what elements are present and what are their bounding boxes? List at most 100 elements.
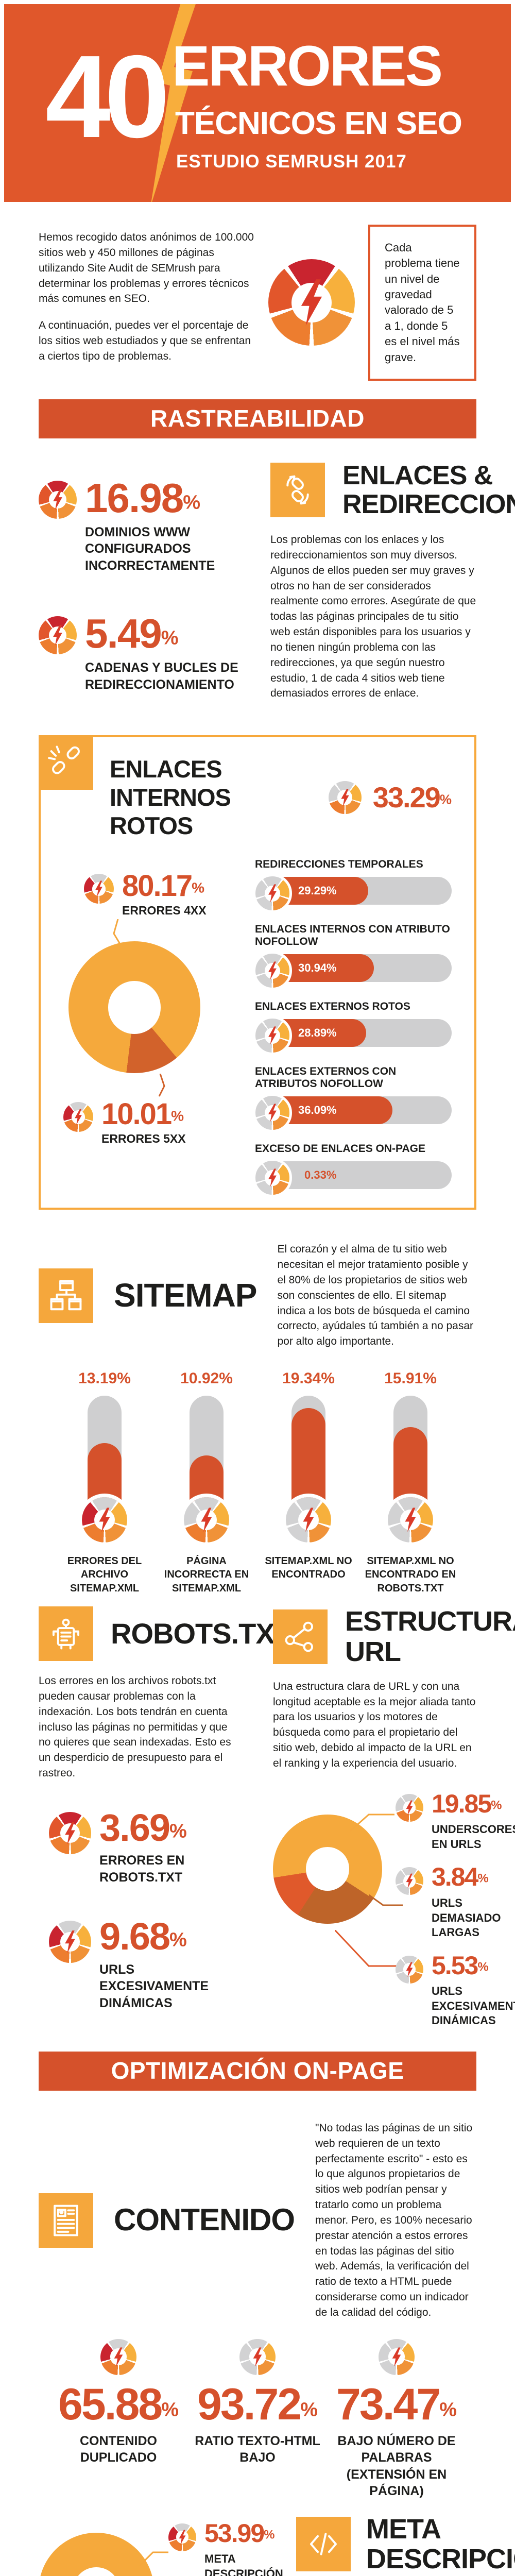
content-stats: 65.88% CONTENIDO DUPLICADO 93.72% RATIO … (0, 2324, 515, 2504)
percent-sign: % (300, 2399, 318, 2421)
stat-value: 3.69 (99, 1806, 170, 1849)
sitemap-title: SITEMAP (114, 1277, 257, 1314)
header-banner: 40 ERRORES TÉCNICOS EN SEO ESTUDIO SEMRU… (4, 4, 511, 202)
header-subtitle: TÉCNICOS EN SEO (175, 106, 462, 141)
severity-wheel-icon (39, 480, 77, 519)
bar-errores-sitemap: 13.19% ERRORES DEL ARCHIVO SITEMAP.XML (57, 1370, 152, 1595)
severity-wheel-icon (253, 1158, 292, 1198)
bar-track: 36.09% (253, 1093, 452, 1133)
percent-sign: % (171, 1108, 184, 1125)
bar-label: SITEMAP.XML NO ENCONTRADO (265, 1555, 352, 1581)
bar-value: 28.89% (298, 1026, 337, 1040)
content-icon-square (39, 2193, 93, 2248)
links-redirects-title: ENLACES & REDIRECCIONES (342, 460, 515, 520)
percent-sign: % (477, 1872, 489, 1886)
stat-value: 80.17 (122, 869, 193, 903)
severity-wheel-icon (49, 1921, 91, 1963)
section-banner-onpage: OPTIMIZACIÓN ON-PAGE (39, 2052, 476, 2091)
stat-urls-dinamicas-2: 5.53% URLS EXCESIVAMENTE DINÁMICAS (396, 1953, 515, 2028)
bar-sitemap-no-encontrado: 19.34% SITEMAP.XML NO ENCONTRADO (261, 1370, 356, 1595)
severity-wheel-icon (384, 1494, 437, 1547)
severity-wheel-icon (239, 2338, 276, 2375)
stat-label: UNDERSCORES EN URLS (432, 1823, 515, 1851)
broken-link-icon-square (39, 735, 93, 790)
donut-url-structure (273, 1814, 382, 1924)
stat-label: ERRORES 4XX (122, 904, 207, 918)
percent-sign: % (439, 792, 452, 808)
stat-dominios-www: 16.98% DOMINIOS WWW CONFIGURADOS INCORRE… (39, 477, 245, 574)
sitemap-section-header: SITEMAP El corazón y el alma de tu sitio… (0, 1227, 515, 1352)
url-structure-text: Una estructura clara de URL y con una lo… (273, 1680, 476, 1769)
stat-value: 73.47 (336, 2379, 441, 2429)
percent-sign: % (264, 2528, 275, 2542)
percent-sign: % (491, 1798, 502, 1812)
stat-errores-robots: 3.69% ERRORES EN ROBOTS.TXT (49, 1808, 242, 1886)
severity-wheel-icon (78, 1494, 131, 1547)
crawlability-row: 16.98% DOMINIOS WWW CONFIGURADOS INCORRE… (0, 454, 515, 718)
stat-urls-dinamicas: 9.68% URLS EXCESIVAMENTE DINÁMICAS (49, 1918, 242, 2011)
stat-label: RATIO TEXTO-HTML BAJO (195, 2433, 320, 2465)
content-title: CONTENIDO (114, 2202, 295, 2238)
severity-wheel-icon (268, 259, 355, 346)
lightning-bolt-art (151, 4, 196, 202)
broken-chain-icon (48, 745, 80, 774)
share-nodes-icon (285, 1621, 313, 1652)
severity-wheel-icon (253, 874, 292, 913)
severity-wheel-icon (396, 1867, 423, 1895)
chain-redirect-icon (286, 475, 309, 505)
bar-internos-nofollow: ENLACES INTERNOS CON ATRIBUTO NOFOLLOW 3… (253, 923, 452, 991)
bar-label: ENLACES EXTERNOS ROTOS (255, 1001, 410, 1013)
stat-cadenas-bucles: 5.49% CADENAS Y BUCLES DE REDIRECCIONAMI… (39, 611, 245, 693)
sitemap-icon-square (39, 1268, 93, 1323)
stat-ratio-texto-html: 93.72% RATIO TEXTO-HTML BAJO (188, 2338, 327, 2500)
stat-label: URLS EXCESIVAMENTE DINÁMICAS (432, 1985, 515, 2027)
bar-label: PÁGINA INCORRECTA EN SITEMAP.XML (164, 1555, 249, 1594)
robots-column: ROBOTS.TXT Los errores en los archivos r… (39, 1606, 292, 2029)
sitemap-bars: 13.19% ERRORES DEL ARCHIVO SITEMAP.XML 1… (0, 1352, 515, 1599)
robots-text: Los errores en los archivos robots.txt p… (39, 1675, 231, 1780)
stat-value: 93.72 (197, 2379, 302, 2429)
bar-label: SITEMAP.XML NO ENCONTRADO EN ROBOTS.TXT (365, 1555, 456, 1594)
leader-line (113, 919, 121, 945)
stat-bajo-numero-palabras: 73.47% BAJO NÚMERO DE PALABRAS (EXTENSIÓ… (327, 2338, 466, 2500)
bar-value: 36.09% (298, 1104, 337, 1117)
stat-value: 3.84 (432, 1862, 478, 1892)
bar-value: 10.92% (180, 1370, 233, 1387)
bar-label: ENLACES INTERNOS CON ATRIBUTO NOFOLLOW (255, 923, 450, 948)
intro-paragraph-1: Hemos recogido datos anónimos de 100.000… (39, 231, 254, 305)
severity-wheel-icon (379, 2338, 415, 2375)
bar-track: 28.89% (253, 1016, 452, 1056)
bar-externos-nofollow: ENLACES EXTERNOS CON ATRIBUTOS NOFOLLOW … (253, 1065, 452, 1133)
broken-links-bars: REDIRECCIONES TEMPORALES 29.29% ENLACES … (253, 853, 452, 1198)
sitemap-text: El corazón y el alma de tu sitio web nec… (277, 1243, 474, 1348)
stat-value: 10.01 (101, 1097, 172, 1131)
bar-sitemap-no-en-robots: 15.91% SITEMAP.XML NO ENCONTRADO EN ROBO… (363, 1370, 458, 1595)
severity-wheel-icon (328, 781, 362, 814)
response-errors-chart: 80.17% ERRORES 4XX 10.01% ERRORES 5XX (63, 853, 233, 1192)
broken-links-headline: ENLACES INTERNOS ROTOS 33.29% (110, 755, 452, 840)
stat-label: DOMINIOS WWW CONFIGURADOS INCORRECTAMENT… (85, 524, 215, 573)
bar-value: 19.34% (282, 1370, 335, 1387)
intro-text: Hemos recogido datos anónimos de 100.000… (39, 230, 255, 376)
stat-underscores: 19.85% UNDERSCORES EN URLS (396, 1791, 515, 1852)
severity-wheel-icon (168, 2523, 196, 2551)
stat-label: ERRORES 5XX (101, 1132, 186, 1146)
bar-externos-rotos: ENLACES EXTERNOS ROTOS 28.89% (253, 1001, 452, 1056)
percent-sign: % (169, 1820, 187, 1842)
severity-wheel-icon (49, 1811, 91, 1854)
bar-label: REDIRECCIONES TEMPORALES (255, 858, 423, 871)
sitemap-icon (50, 1280, 82, 1310)
stat-value: 53.99 (204, 2518, 265, 2548)
content-text: "No todas las páginas de un sitio web re… (315, 2122, 473, 2318)
header-number: 40 (45, 31, 170, 162)
stat-value: 5.49 (85, 611, 162, 657)
stat-errores-4xx: 80.17% ERRORES 4XX (84, 869, 233, 919)
severity-wheel-icon (63, 1102, 93, 1132)
stat-errores-5xx: 10.01% ERRORES 5XX (63, 1097, 233, 1147)
percent-sign: % (192, 880, 205, 896)
intro-section: Hemos recogido datos anónimos de 100.000… (0, 206, 515, 384)
bar-label: EXCESO DE ENLACES ON-PAGE (255, 1143, 425, 1155)
meta-title: META DESCRIPCIÓN (366, 2513, 515, 2574)
meta-description-row: 53.99% META DESCRIPCIÓN DUPLICADA 63.28%… (0, 2504, 515, 2576)
percent-sign: % (477, 1960, 489, 1974)
